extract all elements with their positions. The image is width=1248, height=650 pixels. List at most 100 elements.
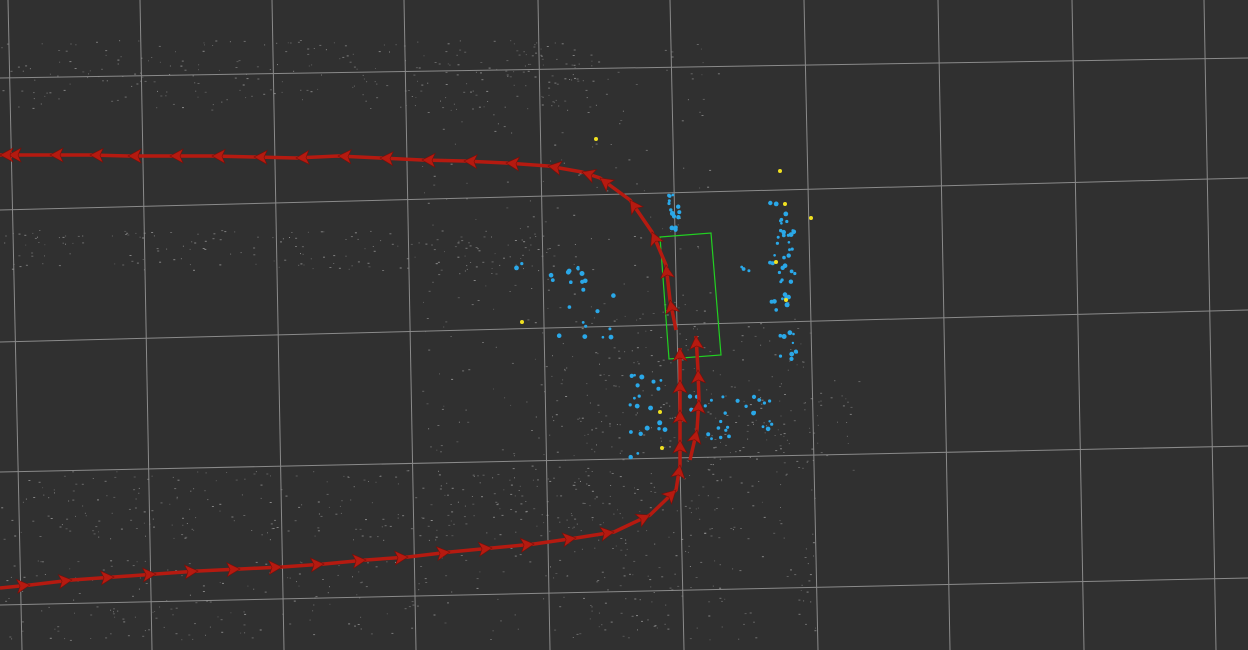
cloud-point (751, 421, 754, 423)
cloud-point (303, 264, 305, 266)
obstacle-point (581, 287, 586, 292)
cloud-point (144, 630, 146, 632)
cloud-point (322, 579, 324, 580)
cloud-point (370, 108, 372, 109)
cloud-point (554, 82, 557, 84)
cloud-point (721, 479, 723, 480)
cloud-point (615, 545, 617, 547)
cloud-point (677, 585, 680, 587)
cloud-point (581, 417, 584, 419)
cloud-point (240, 252, 242, 254)
cloud-point (506, 74, 509, 76)
cloud-point (650, 394, 653, 396)
grid-line (403, 0, 417, 650)
cloud-point (575, 321, 578, 323)
cloud-point (806, 460, 809, 462)
cloud-point (783, 537, 785, 539)
cloud-point (272, 528, 275, 529)
cloud-point (555, 99, 557, 101)
cloud-point (493, 308, 495, 310)
cloud-point (620, 120, 623, 121)
cloud-point (514, 511, 517, 513)
cloud-point (18, 233, 21, 235)
cloud-point (572, 55, 575, 56)
cloud-point (592, 146, 594, 148)
cloud-point (699, 111, 701, 113)
cloud-point (140, 72, 142, 74)
cloud-point (464, 505, 466, 507)
cloud-point (193, 488, 195, 490)
cloud-point (610, 144, 612, 145)
cloud-point (845, 398, 847, 400)
cloud-point (40, 561, 43, 563)
cloud-point (462, 370, 465, 372)
cloud-point (820, 392, 823, 394)
cloud-point (425, 331, 427, 333)
cloud-point (442, 128, 445, 130)
cloud-point (219, 239, 222, 241)
cloud-point (574, 244, 576, 245)
obstacle-point (786, 253, 791, 258)
cloud-point (642, 313, 644, 315)
obstacle-point (779, 228, 783, 233)
cloud-point (75, 515, 76, 517)
cloud-point (591, 60, 593, 62)
marker-point (783, 202, 787, 206)
marker-point (784, 298, 788, 302)
cloud-point (231, 516, 234, 518)
cloud-point (690, 512, 692, 514)
obstacle-point (608, 334, 614, 340)
cloud-point (430, 504, 433, 506)
cloud-point (696, 328, 698, 330)
cloud-point (842, 405, 845, 407)
cloud-point (506, 60, 509, 62)
cloud-point (564, 370, 566, 372)
cloud-point (577, 80, 580, 82)
cloud-point (57, 626, 60, 628)
cloud-point (355, 528, 358, 530)
cloud-point (204, 490, 206, 492)
cloud-point (645, 347, 647, 348)
cloud-point (44, 255, 45, 257)
cloud-point (779, 386, 781, 388)
cloud-point (783, 452, 785, 453)
cloud-point (540, 54, 542, 56)
cloud-point (780, 383, 782, 385)
cloud-point (620, 450, 623, 452)
cloud-point (238, 60, 241, 62)
cloud-point (280, 241, 282, 243)
cloud-point (445, 321, 448, 323)
cloud-point (427, 82, 429, 84)
cloud-point (437, 425, 440, 426)
cloud-point (521, 239, 523, 241)
cloud-point (535, 468, 537, 470)
cloud-point (273, 260, 275, 262)
cloud-point (49, 92, 52, 94)
cloud-point (307, 53, 310, 55)
cloud-point (554, 144, 557, 146)
cloud-point (531, 265, 533, 267)
cloud-point (440, 100, 441, 102)
cloud-point (270, 523, 273, 525)
obstacle-point (576, 265, 580, 269)
cloud-point (106, 495, 108, 497)
cloud-point (215, 40, 218, 42)
cloud-point (34, 79, 36, 81)
cloud-point (650, 491, 652, 492)
cloud-point (42, 561, 44, 563)
cloud-point (422, 166, 424, 167)
cloud-point (591, 429, 593, 431)
grid-line (669, 0, 685, 650)
cloud-point (633, 236, 636, 237)
cloud-point (299, 561, 301, 563)
cloud-point (251, 530, 253, 531)
cloud-point (803, 361, 805, 363)
cloud-point (445, 575, 448, 577)
obstacle-point (677, 210, 682, 215)
cloud-point (458, 421, 460, 423)
cloud-point (586, 483, 588, 485)
cloud-point (702, 62, 704, 64)
cloud-point (264, 591, 267, 593)
